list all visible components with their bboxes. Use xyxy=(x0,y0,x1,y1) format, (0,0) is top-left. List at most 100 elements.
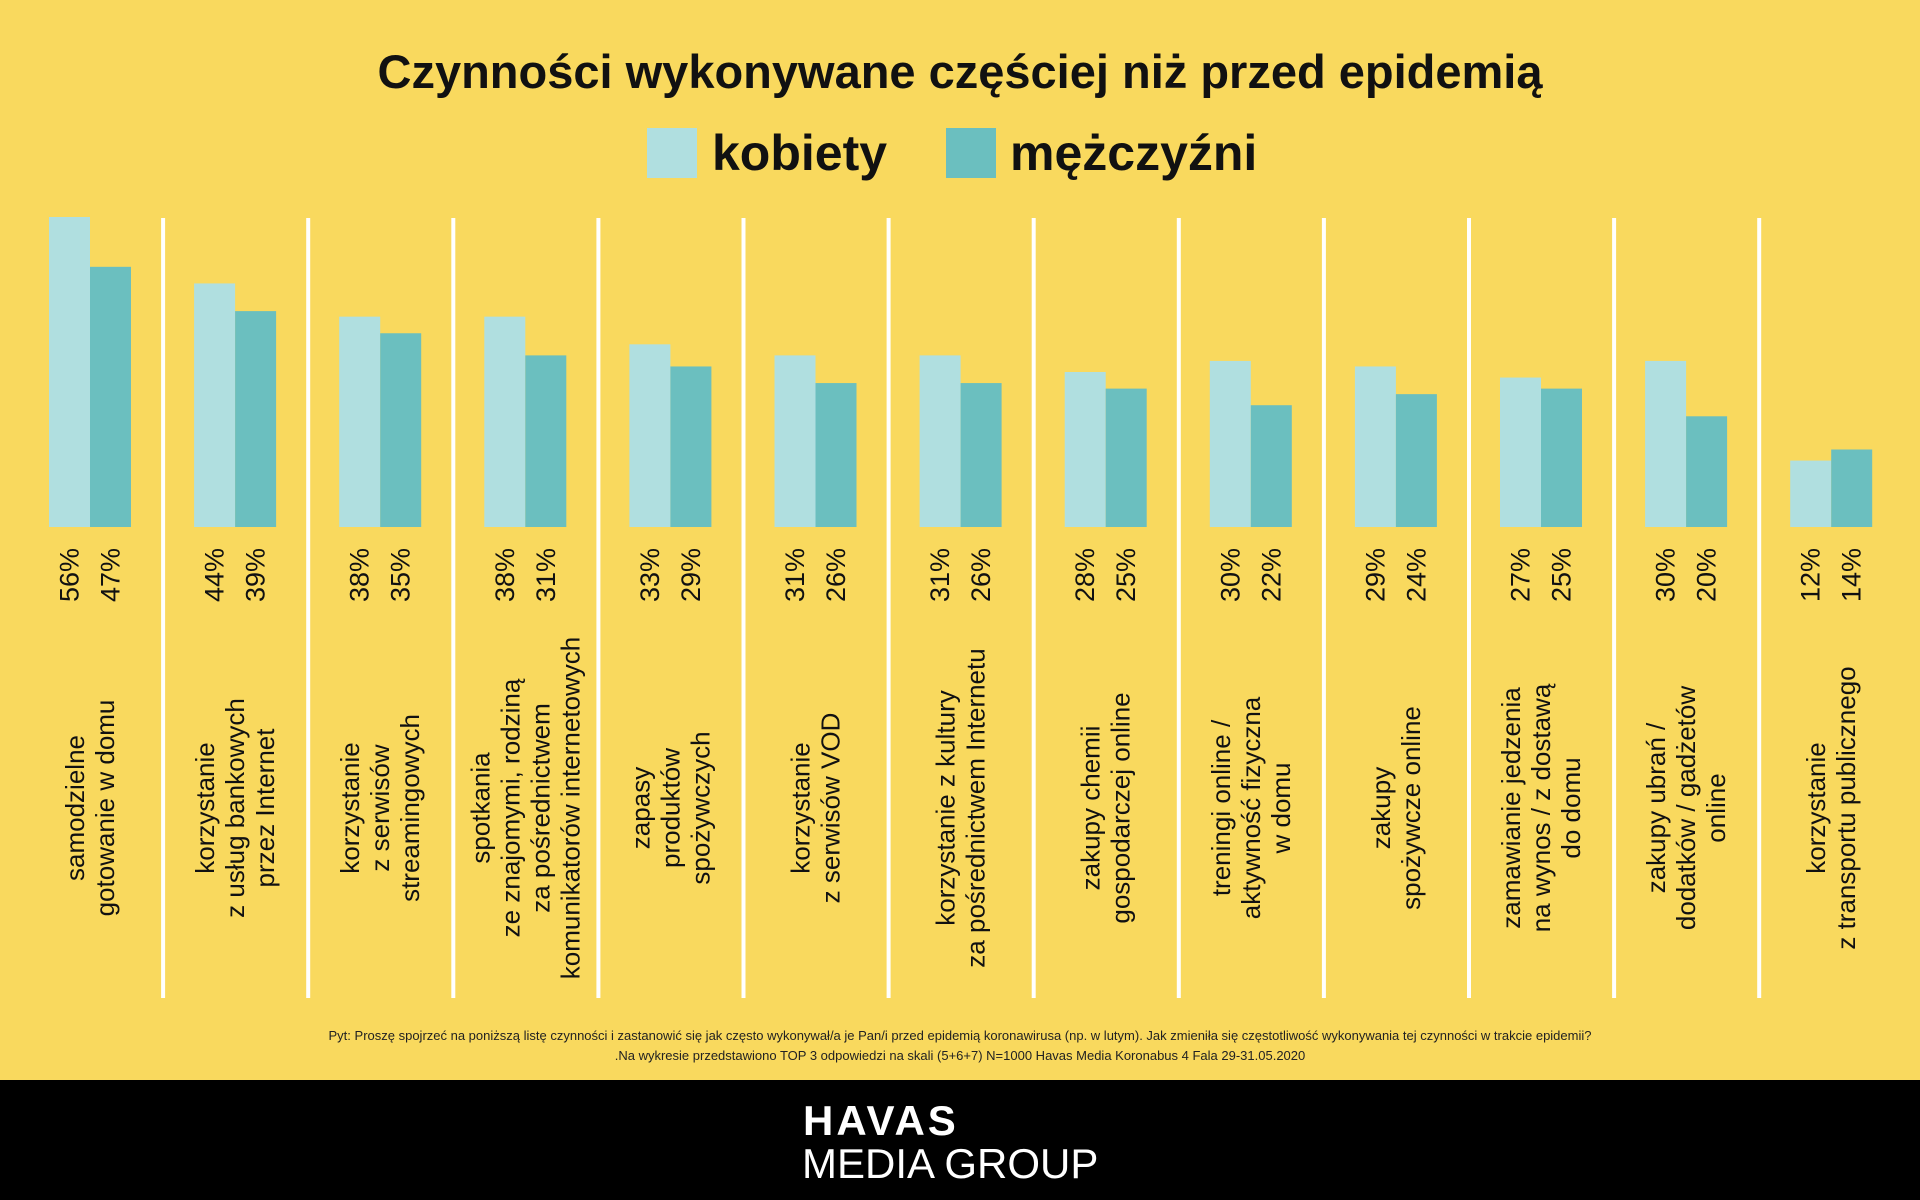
bar-mezczyzni xyxy=(525,355,567,527)
value-label: 20% xyxy=(1692,548,1722,602)
bar-kobiety xyxy=(774,355,816,527)
category-label: zakupy chemiigospodarczej online xyxy=(1076,692,1136,923)
bar-kobiety xyxy=(1645,360,1687,527)
value-label: 25% xyxy=(1111,548,1141,602)
group-divider xyxy=(451,218,456,998)
category-label: samodzielnegotowanie w domu xyxy=(60,700,120,917)
category-label-line: przez Internet xyxy=(250,728,280,888)
group-divider xyxy=(1757,218,1762,998)
chart: Czynności wykonywane częściej niż przed … xyxy=(49,45,1873,1063)
category-label-line: spożywcze online xyxy=(1396,706,1426,910)
value-label: 56% xyxy=(55,548,85,602)
group-divider xyxy=(161,218,166,998)
category-label-line: produktów xyxy=(655,748,685,868)
category-label-line: spotkania xyxy=(465,752,495,864)
bar-kobiety xyxy=(629,344,671,527)
legend-label-mezczyzni: mężczyźni xyxy=(1010,125,1257,181)
value-label: 29% xyxy=(676,548,706,602)
bar-mezczyzni xyxy=(380,333,422,527)
category-label-line: korzystanie xyxy=(1801,742,1831,874)
value-label: 26% xyxy=(966,548,996,602)
category-label-line: zakupy chemii xyxy=(1076,726,1106,891)
value-label: 30% xyxy=(1215,548,1245,602)
value-label: 12% xyxy=(1796,548,1826,602)
category-label-line: ze znajomymi, rodziną xyxy=(495,678,525,937)
category-label-line: do domu xyxy=(1556,757,1586,858)
bar-kobiety xyxy=(49,217,90,527)
bar-kobiety xyxy=(1354,366,1396,527)
category-label-line: z transportu publicznego xyxy=(1831,666,1861,949)
question-note: Pyt: Proszę spojrzeć na poniższą listę c… xyxy=(329,1028,1592,1043)
value-label: 38% xyxy=(345,548,375,602)
category-label: zamawianie jedzeniana wynos / z dostawąd… xyxy=(1496,683,1586,932)
value-label: 24% xyxy=(1401,548,1431,602)
category-label: spotkaniaze znajomymi, rodzinąza pośredn… xyxy=(465,637,585,980)
value-label: 30% xyxy=(1651,548,1681,602)
category-label-line: komunikatorów internetowych xyxy=(555,637,585,980)
group-divider xyxy=(886,218,891,998)
value-label: 27% xyxy=(1506,548,1536,602)
bar-kobiety xyxy=(1209,360,1251,527)
value-label: 22% xyxy=(1256,548,1286,602)
category-label: korzystaniez usług bankowychprzez Intern… xyxy=(190,698,280,918)
category-label-line: z usług bankowych xyxy=(220,698,250,918)
bar-mezczyzni xyxy=(235,311,277,527)
legend-swatch-mezczyzni xyxy=(946,128,996,178)
value-label: 29% xyxy=(1360,548,1390,602)
legend-label-kobiety: kobiety xyxy=(712,125,887,181)
group-divider xyxy=(1176,218,1181,998)
category-label-line: zapasy xyxy=(625,767,655,849)
bar-kobiety xyxy=(339,316,381,527)
bar-mezczyzni xyxy=(1395,394,1437,527)
bar-mezczyzni xyxy=(1686,416,1728,527)
group-divider xyxy=(1612,218,1617,998)
media-group-logo-text: MEDIA GROUP xyxy=(802,1140,1099,1187)
category-label-line: z serwisów VOD xyxy=(816,713,846,904)
category-label-line: za pośrednictwem xyxy=(525,703,555,913)
group-divider xyxy=(1031,218,1036,998)
value-label: 44% xyxy=(200,548,230,602)
category-label-line: zamawianie jedzenia xyxy=(1496,687,1526,929)
category-label-line: dodatków / gadżetów xyxy=(1671,686,1701,930)
category-label-line: z serwisów xyxy=(365,744,395,871)
legend-swatch-kobiety xyxy=(647,128,697,178)
bar-kobiety xyxy=(919,355,961,527)
bar-mezczyzni xyxy=(1250,405,1292,527)
value-label: 33% xyxy=(635,548,665,602)
category-label-line: spożywczych xyxy=(685,731,715,884)
value-label: 26% xyxy=(821,548,851,602)
value-label: 39% xyxy=(241,548,271,602)
category-label-line: streamingowych xyxy=(395,714,425,902)
havas-logo: HAVAS xyxy=(803,1097,959,1144)
category-label-line: treningi online / xyxy=(1206,719,1236,896)
value-label: 47% xyxy=(96,548,126,602)
bar-mezczyzni xyxy=(1105,388,1147,527)
source-note: .Na wykresie przedstawiono TOP 3 odpowie… xyxy=(615,1048,1306,1063)
bar-kobiety xyxy=(1064,372,1106,527)
group-divider xyxy=(1321,218,1326,998)
group-divider xyxy=(596,218,601,998)
bar-mezczyzni xyxy=(1541,388,1582,527)
bar-kobiety xyxy=(1790,460,1832,527)
category-label-line: korzystanie xyxy=(335,742,365,874)
bar-kobiety xyxy=(194,283,236,527)
category-label-line: na wynos / z dostawą xyxy=(1526,683,1556,932)
category-label-line: korzystanie xyxy=(190,742,220,874)
category-label-line: gospodarczej online xyxy=(1106,692,1136,923)
bar-kobiety xyxy=(1500,377,1541,527)
category-label-line: korzystanie xyxy=(786,742,816,874)
group-divider xyxy=(1467,218,1471,998)
value-label: 35% xyxy=(386,548,416,602)
value-label: 31% xyxy=(531,548,561,602)
category-label-line: korzystanie z kultury xyxy=(931,690,961,926)
group-divider xyxy=(306,218,311,998)
bar-mezczyzni xyxy=(670,366,712,527)
footer: HAVAS MEDIA GROUP xyxy=(0,1080,1920,1200)
bar-mezczyzni xyxy=(960,383,1002,527)
category-label: korzystaniez transportu publicznego xyxy=(1801,666,1861,949)
bar-mezczyzni xyxy=(815,383,857,527)
category-label: zapasyproduktówspożywczych xyxy=(625,731,715,884)
category-label: zakupyspożywcze online xyxy=(1366,706,1426,910)
category-label: korzystaniez serwisów VOD xyxy=(786,713,846,904)
category-label-line: w domu xyxy=(1266,762,1296,854)
